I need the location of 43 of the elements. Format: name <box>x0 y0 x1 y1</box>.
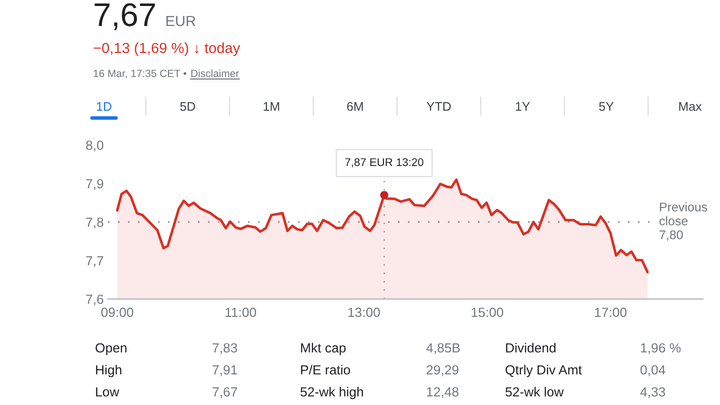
text: 5Y <box>599 102 614 111</box>
text: Mkt cap <box>301 342 346 356</box>
annotation: 7,87 EUR 13:20 <box>345 158 424 168</box>
y-tick-label: 7,7 <box>86 256 104 267</box>
text: EUR <box>166 16 196 26</box>
text: 5D <box>180 102 196 111</box>
text: Open <box>96 343 126 356</box>
y-tick-label: 7,6 <box>86 294 104 306</box>
text: 52-wk low <box>506 386 564 397</box>
chart-subtitle: −0,13 (1,69 %) ↓ today <box>94 42 240 56</box>
text: Dividend <box>506 342 556 353</box>
text: Qtrly Div Amt <box>506 364 582 378</box>
y-tick-label: 8,0 <box>86 140 104 152</box>
text: 7,91 <box>212 365 238 376</box>
text: 4,33 <box>640 387 666 398</box>
y-tick-label: 7,8 <box>86 218 104 228</box>
text: Disclaimer <box>191 69 239 78</box>
text: Low <box>96 387 120 397</box>
text: 1M <box>264 102 280 111</box>
text: 7,83 <box>212 343 238 354</box>
ref-line-label: Previous close 7,80 <box>660 202 708 241</box>
text: 1D <box>96 102 112 111</box>
x-tick-label: 09:00 <box>101 308 134 318</box>
y-tick-label: 7,9 <box>86 179 104 190</box>
text: 12,48 <box>427 387 458 398</box>
text: Max <box>679 102 702 111</box>
text: 52-wk high <box>300 386 363 400</box>
text: 1Y <box>516 102 530 111</box>
text: P/E ratio <box>301 364 350 375</box>
text: High <box>96 364 122 378</box>
text: 1,96 % <box>641 343 681 354</box>
text: 29,29 <box>426 365 458 376</box>
x-tick-label: 11:00 <box>226 308 256 318</box>
text: 16 Mar, 17:35 CET • <box>94 70 186 78</box>
text: 0,04 <box>640 365 666 376</box>
text: 4,85B <box>426 343 460 354</box>
text: 6M <box>347 102 363 111</box>
x-tick-label: 15:00 <box>472 308 504 318</box>
x-tick-label: 13:00 <box>348 308 380 318</box>
text: 7,67 <box>94 3 155 30</box>
text: 7,67 <box>212 387 238 398</box>
text: YTD <box>426 102 451 111</box>
x-tick-label: 17:00 <box>595 308 627 318</box>
